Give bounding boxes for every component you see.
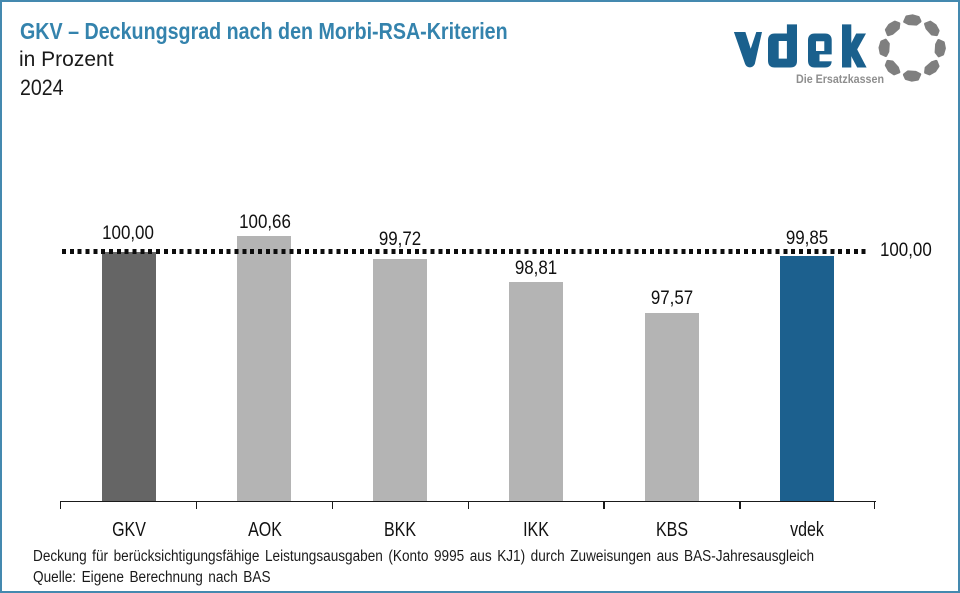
svg-text:Die Ersatzkassen: Die Ersatzkassen bbox=[796, 72, 884, 86]
